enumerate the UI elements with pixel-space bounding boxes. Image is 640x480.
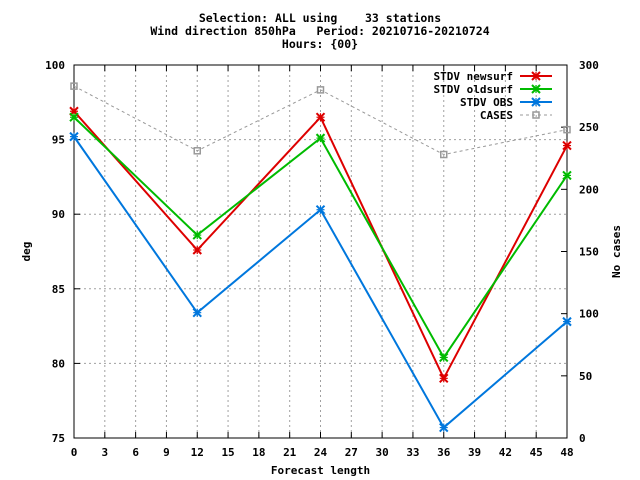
x-tick-label: 18 [252, 446, 265, 459]
x-tick-label: 36 [437, 446, 451, 459]
data-point-stdv-obs [69, 131, 79, 142]
data-point-stdv-oldsurf [192, 230, 202, 240]
data-point-cases [563, 125, 571, 134]
data-point-stdv-obs [439, 422, 449, 433]
x-axis-label: Forecast length [271, 464, 370, 477]
x-tick-label: 3 [102, 446, 109, 459]
legend-marker-cases [532, 111, 540, 119]
y2-axis-label: No cases [610, 225, 623, 278]
data-point-stdv-oldsurf [562, 170, 572, 181]
x-tick-label: 48 [560, 446, 573, 459]
y2-tick-label: 300 [579, 59, 599, 72]
y-tick-label: 80 [52, 357, 65, 370]
y-tick-label: 100 [45, 59, 65, 72]
x-tick-label: 30 [376, 446, 389, 459]
data-point-stdv-oldsurf [69, 112, 79, 122]
data-point-stdv-obs [562, 316, 572, 327]
data-point-stdv-newsurf [315, 112, 326, 122]
legend-label-stdv-obs: STDV OBS [460, 96, 513, 109]
x-tick-label: 33 [406, 446, 419, 459]
x-tick-label: 42 [499, 446, 512, 459]
x-tick-label: 27 [345, 446, 358, 459]
legend-label-cases: CASES [480, 109, 513, 122]
y2-tick-label: 0 [579, 432, 586, 445]
y-tick-label: 85 [52, 283, 65, 296]
legend-label-stdv-newsurf: STDV newsurf [434, 70, 513, 83]
chart-title-line: Hours: {00} [282, 37, 358, 51]
series-line-cases [73, 85, 568, 156]
data-point-cases [193, 147, 201, 155]
x-tick-label: 12 [191, 446, 204, 459]
data-point-stdv-oldsurf [439, 352, 449, 363]
legend-marker-stdv-newsurf [531, 71, 541, 81]
x-tick-label: 6 [132, 446, 139, 459]
data-point-cases [70, 82, 78, 90]
y2-tick-label: 100 [579, 308, 599, 321]
data-point-stdv-oldsurf [315, 133, 326, 143]
x-tick-label: 39 [468, 446, 481, 459]
data-point-cases [440, 150, 448, 159]
y-tick-label: 90 [52, 208, 65, 221]
data-point-cases [316, 86, 325, 94]
y-tick-label: 95 [52, 134, 65, 147]
x-tick-label: 15 [221, 446, 234, 459]
y2-tick-label: 200 [579, 183, 599, 196]
x-tick-label: 0 [71, 446, 78, 459]
x-tick-label: 21 [283, 446, 297, 459]
y-axis-label: deg [20, 242, 33, 262]
chart-title-line: Wind direction 850hPa Period: 20210716-2… [150, 24, 489, 38]
data-point-stdv-newsurf [562, 140, 572, 151]
data-point-stdv-obs [192, 307, 202, 318]
chart-title-line: Selection: ALL using 33 stations [199, 11, 441, 25]
y2-tick-label: 150 [579, 246, 599, 259]
x-tick-label: 24 [314, 446, 328, 459]
data-point-stdv-newsurf [439, 373, 449, 384]
y2-tick-label: 250 [579, 121, 599, 134]
data-point-stdv-obs [315, 205, 326, 215]
y-tick-label: 75 [52, 432, 65, 445]
legend-marker-stdv-oldsurf [531, 84, 541, 94]
x-tick-label: 45 [530, 446, 543, 459]
data-point-stdv-newsurf [192, 245, 202, 255]
x-tick-label: 9 [163, 446, 170, 459]
legend-marker-stdv-obs [531, 97, 541, 107]
y2-tick-label: 50 [579, 370, 592, 383]
legend-label-stdv-oldsurf: STDV oldsurf [434, 83, 513, 96]
